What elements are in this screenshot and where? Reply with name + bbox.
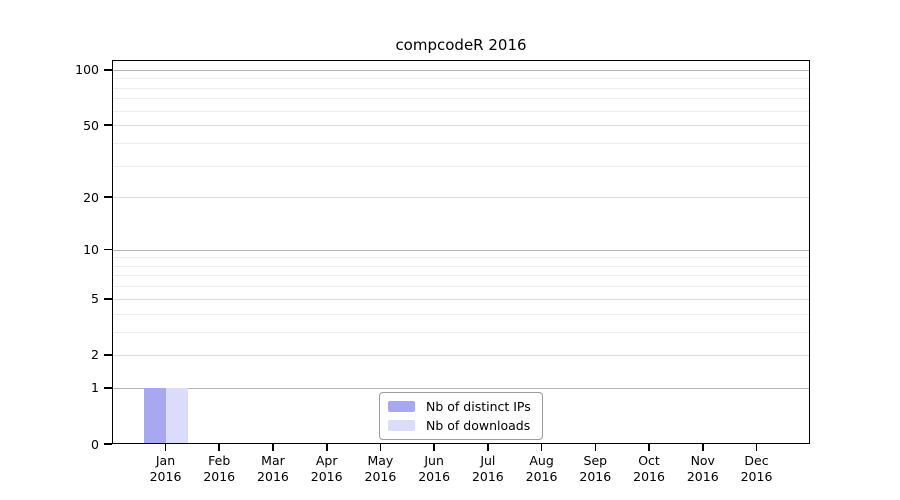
x-tick-label: May 2016 (348, 453, 412, 485)
x-tick-label: Apr 2016 (295, 453, 359, 485)
y-tick-mark (104, 387, 112, 389)
x-tick-label: Aug 2016 (510, 453, 574, 485)
x-tick-month: May (367, 453, 394, 468)
x-tick-month: Dec (744, 453, 769, 468)
bar-distinct-ips (143, 387, 166, 444)
gridline-minor (112, 165, 810, 167)
x-tick-year: 2016 (418, 469, 451, 484)
x-tick-month: Nov (690, 453, 715, 468)
x-tick-year: 2016 (203, 469, 236, 484)
y-tick-label: 0 (91, 436, 99, 452)
gridline-major (112, 125, 810, 127)
x-tick-label: Dec 2016 (725, 453, 789, 485)
y-tick-mark (104, 354, 112, 356)
y-tick-label: 100 (75, 62, 99, 78)
legend-swatch (388, 401, 415, 412)
x-tick-mark (648, 444, 650, 451)
x-tick-mark (594, 444, 597, 451)
y-tick-mark (104, 297, 112, 300)
x-tick-mark (379, 444, 382, 451)
x-tick-year: 2016 (525, 469, 558, 484)
x-tick-year: 2016 (471, 469, 504, 484)
plot-area (112, 60, 810, 444)
y-tick-label: 20 (83, 189, 99, 205)
x-tick-mark (755, 444, 758, 451)
y-tick-mark (104, 69, 112, 71)
x-tick-year: 2016 (149, 469, 182, 484)
x-tick-label: Sep 2016 (563, 453, 627, 485)
gridline-minor (112, 286, 810, 288)
legend: Nb of distinct IPs Nb of downloads (379, 392, 543, 440)
x-tick-month: Sep (583, 453, 608, 468)
x-tick-mark (325, 444, 328, 451)
x-tick-label: Jul 2016 (456, 453, 520, 485)
x-tick-year: 2016 (364, 469, 397, 484)
x-tick-month: Jan (155, 453, 176, 468)
gridline-major (112, 354, 810, 356)
x-tick-label: Nov 2016 (671, 453, 735, 485)
gridline-minor (112, 331, 810, 333)
chart-title: compcodeR 2016 (395, 36, 527, 54)
x-tick-label: Jun 2016 (402, 453, 466, 485)
x-tick-year: 2016 (257, 469, 289, 484)
gridline-minor (112, 78, 810, 80)
x-tick-month: Jul (480, 453, 496, 468)
legend-swatch (388, 420, 415, 431)
x-tick-month: Apr (315, 453, 338, 468)
y-tick-mark (104, 196, 112, 199)
x-tick-mark (433, 444, 436, 451)
x-tick-month: Feb (208, 453, 231, 468)
y-tick-label: 2 (91, 347, 99, 363)
x-tick-mark (487, 444, 489, 451)
x-tick-year: 2016 (686, 469, 719, 484)
x-tick-mark (701, 444, 704, 451)
gridline-major (112, 69, 810, 71)
gridline-minor (112, 257, 810, 259)
legend-item: Nb of downloads (388, 418, 531, 433)
x-tick-year: 2016 (740, 469, 773, 484)
x-tick-year: 2016 (633, 469, 665, 484)
gridline-minor (112, 275, 810, 277)
x-tick-label: Mar 2016 (241, 453, 305, 485)
legend-item: Nb of distinct IPs (388, 399, 531, 414)
gridline-major (112, 249, 810, 251)
gridline-minor (112, 142, 810, 144)
gridline-minor (112, 110, 810, 112)
x-tick-label: Jan 2016 (134, 453, 198, 485)
y-tick-mark (104, 443, 112, 445)
x-tick-label: Feb 2016 (187, 453, 251, 485)
bar-downloads (165, 387, 188, 444)
x-tick-mark (164, 444, 167, 451)
x-tick-year: 2016 (579, 469, 612, 484)
gridline-major (112, 197, 810, 199)
gridline-major (112, 387, 810, 389)
gridline-major (112, 298, 810, 300)
gridline-minor (112, 87, 810, 89)
gridline-minor (112, 313, 810, 315)
x-tick-month: Oct (638, 453, 660, 468)
x-tick-mark (272, 444, 274, 451)
y-tick-label: 5 (91, 291, 99, 307)
x-tick-mark (218, 444, 221, 451)
x-tick-month: Mar (261, 453, 285, 468)
legend-label: Nb of downloads (426, 418, 531, 433)
x-tick-year: 2016 (310, 469, 343, 484)
y-tick-mark (104, 124, 112, 127)
x-tick-month: Aug (529, 453, 554, 468)
y-tick-label: 50 (83, 117, 99, 133)
gridline-minor (112, 265, 810, 267)
y-tick-mark (104, 248, 112, 251)
y-tick-label: 1 (91, 380, 99, 396)
legend-label: Nb of distinct IPs (426, 399, 531, 414)
plot-border (112, 60, 810, 444)
y-tick-label: 10 (83, 242, 99, 258)
gridline-minor (112, 98, 810, 100)
x-tick-month: Jun (424, 453, 444, 468)
x-tick-mark (540, 444, 543, 451)
x-tick-label: Oct 2016 (617, 453, 681, 485)
